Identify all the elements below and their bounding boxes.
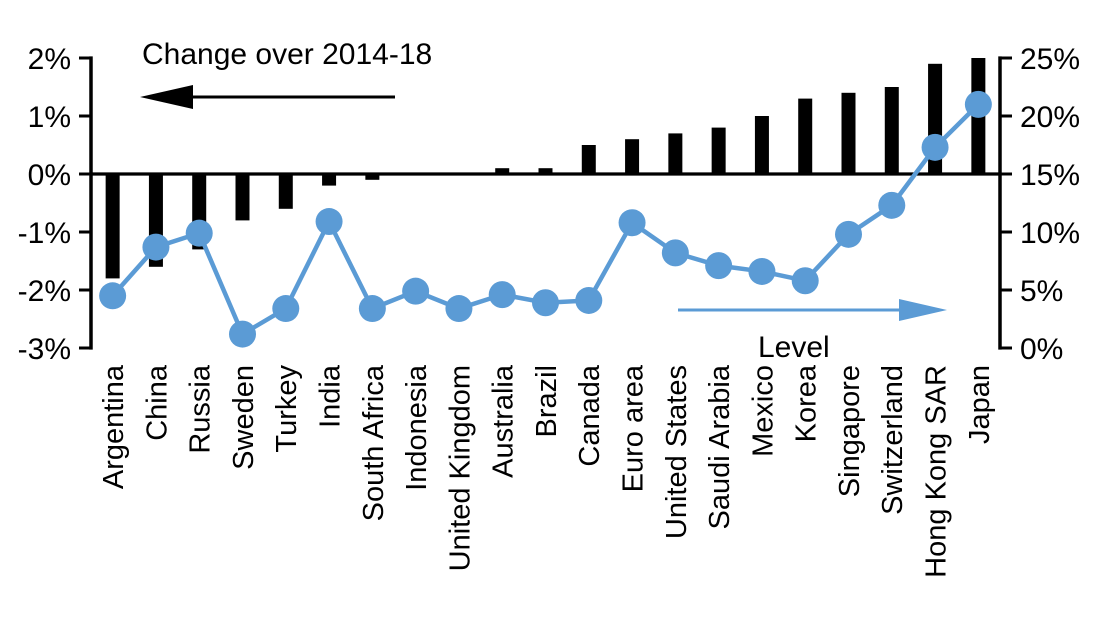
- data-point-marker: [532, 289, 559, 317]
- data-point-marker: [445, 295, 473, 323]
- y2-axis-tick-label: 25%: [1020, 43, 1080, 76]
- bar: [625, 139, 640, 174]
- data-point-marker: [142, 233, 170, 261]
- y2-axis-tick-label: 5%: [1020, 275, 1063, 308]
- category-label: Canada: [574, 364, 606, 466]
- data-point-marker: [575, 286, 603, 314]
- bar: [798, 98, 813, 174]
- y2-axis-tick-label: 20%: [1020, 101, 1080, 134]
- data-point-marker: [185, 219, 213, 247]
- data-point-marker: [315, 208, 343, 236]
- bar: [538, 168, 553, 174]
- left-axis-tick-labels: 2% 1% 0% -1% -2% -3%: [18, 43, 71, 366]
- category-label: Turkey: [271, 365, 303, 453]
- left-arrow-icon: [140, 85, 395, 109]
- data-point-marker: [878, 191, 906, 219]
- category-label: United Kingdom: [444, 365, 476, 571]
- bar: [711, 127, 726, 174]
- data-point-marker: [402, 277, 430, 305]
- bar: [581, 145, 596, 174]
- axes: [79, 56, 1012, 350]
- bar: [668, 133, 683, 174]
- y2-axis-tick-label: 15%: [1020, 159, 1080, 192]
- data-point-marker: [705, 252, 733, 280]
- data-point-marker: [661, 239, 689, 267]
- data-point-marker: [791, 267, 819, 295]
- category-labels: Argentina China Russia Sweden Turkey India Sou…: [98, 364, 996, 578]
- data-point-marker: [921, 133, 949, 161]
- bar: [235, 174, 250, 221]
- data-point-marker: [964, 90, 992, 118]
- bar: [841, 92, 856, 174]
- data-point-marker: [748, 257, 776, 285]
- right-arrow-icon: [678, 299, 947, 321]
- bar: [884, 87, 899, 174]
- data-point-marker: [272, 295, 300, 323]
- level-annotation: Level: [758, 331, 830, 364]
- category-label: Argentina: [98, 364, 130, 489]
- y-axis-tick-label: 1%: [28, 101, 71, 134]
- category-label: China: [141, 364, 173, 441]
- y-axis-tick-label: 2%: [28, 43, 71, 76]
- data-point-marker: [618, 209, 646, 237]
- category-label: Brazil: [531, 365, 563, 438]
- category-label: South Africa: [358, 364, 390, 521]
- category-label: Russia: [185, 364, 217, 454]
- bar: [278, 174, 293, 209]
- line-series: [99, 90, 992, 348]
- y2-axis-tick-label: 10%: [1020, 217, 1080, 250]
- category-label: Sweden: [228, 365, 260, 470]
- category-label: Mexico: [747, 365, 779, 457]
- category-label: Switzerland: [877, 365, 909, 515]
- bar: [365, 174, 380, 180]
- category-label: Hong Kong SAR: [921, 365, 953, 578]
- category-label: Singapore: [834, 365, 866, 497]
- category-label: United States: [661, 365, 693, 539]
- category-label: Korea: [791, 364, 823, 442]
- data-point-marker: [229, 320, 256, 348]
- category-label: Saudi Arabia: [704, 364, 736, 529]
- right-axis-tick-labels: 25% 20% 15% 10% 5% 0%: [1020, 43, 1080, 366]
- data-point-marker: [358, 295, 386, 323]
- y-axis-tick-label: -2%: [18, 275, 71, 308]
- bar: [754, 116, 769, 174]
- left-series-annotation: Change over 2014-18: [142, 38, 432, 71]
- y-axis-tick-label: -3%: [18, 333, 71, 366]
- data-point-marker: [488, 281, 516, 309]
- category-label: Australia: [488, 364, 520, 478]
- bar: [322, 174, 337, 186]
- y2-axis-tick-label: 0%: [1020, 333, 1063, 366]
- y-axis-tick-label: -1%: [18, 217, 71, 250]
- category-label: India: [315, 364, 347, 428]
- data-point-marker: [835, 220, 862, 248]
- y-axis-tick-label: 0%: [28, 159, 71, 192]
- data-point-marker: [99, 282, 127, 310]
- category-label: Indonesia: [401, 364, 433, 491]
- category-label: Euro area: [618, 364, 650, 492]
- category-label: Japan: [964, 365, 996, 444]
- bar: [495, 168, 510, 174]
- bar: [105, 174, 120, 279]
